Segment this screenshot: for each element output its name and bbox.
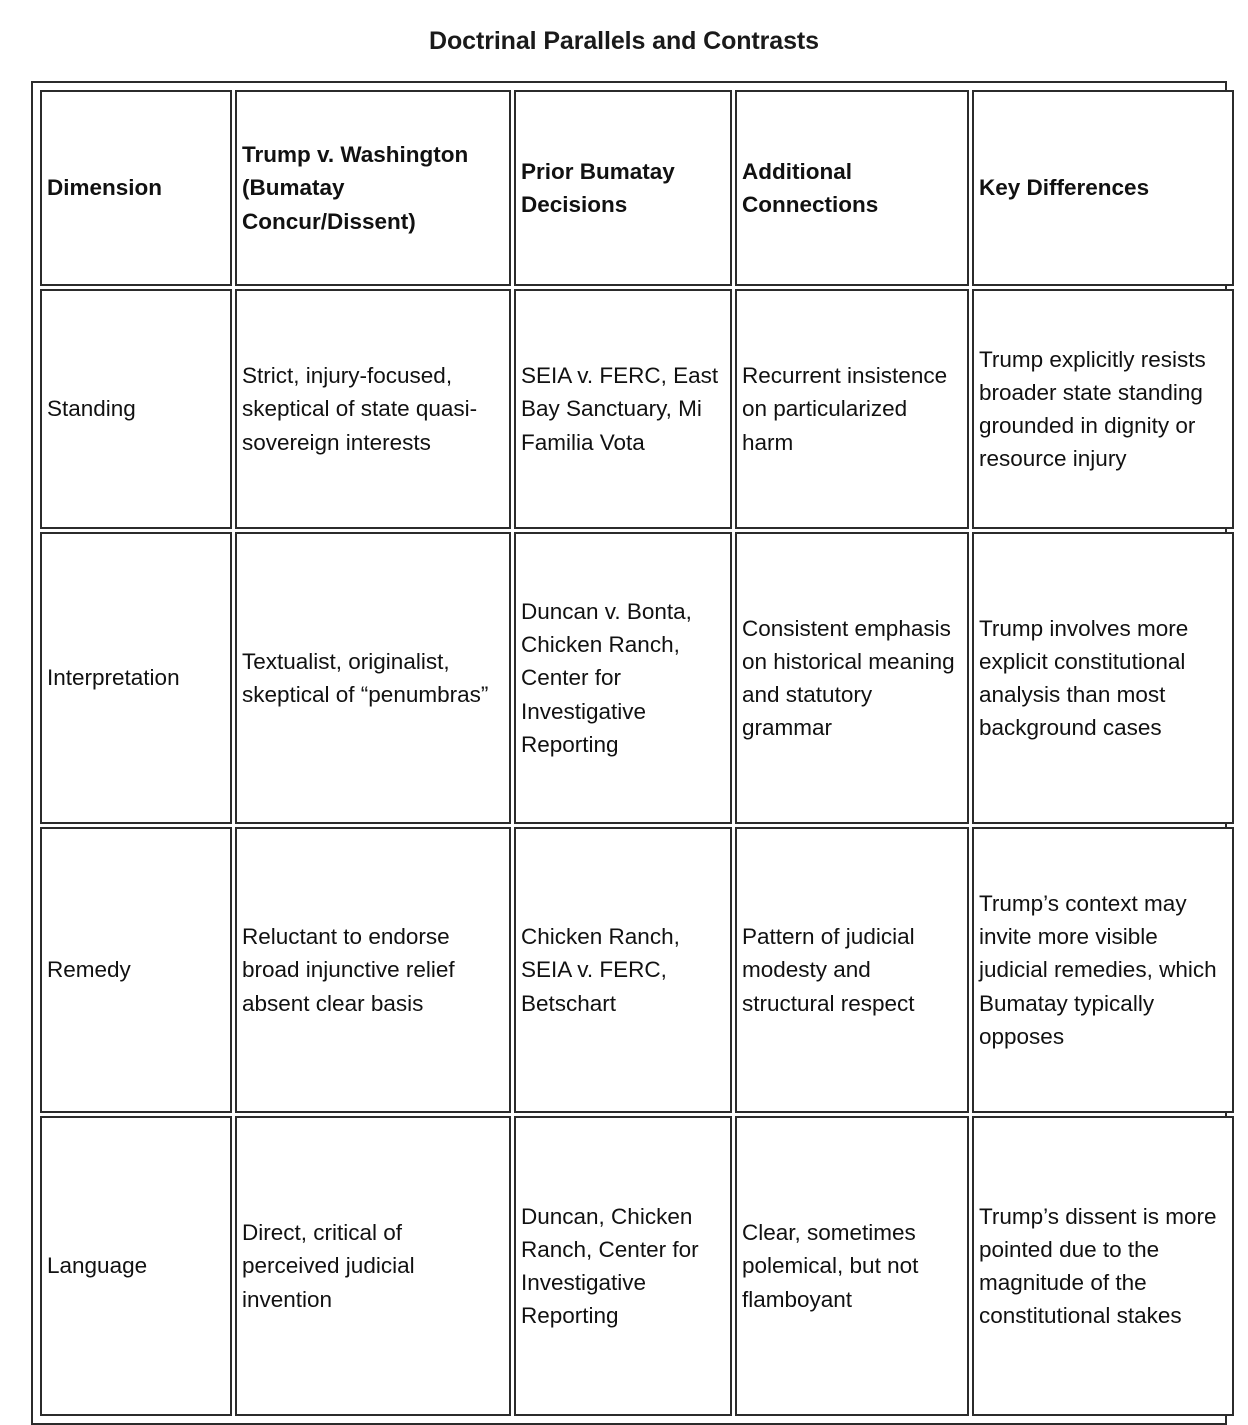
- cell-prior-bumatay-decisions-text: SEIA v. FERC, East Bay Sanctuary, Mi Fam…: [521, 363, 719, 455]
- comparison-table-container: Dimension Trump v. Washington (Bumatay C…: [31, 81, 1234, 1425]
- table-body: Standing Strict, injury-focused, skeptic…: [40, 289, 1234, 1416]
- column-header-trump-v-washington-label: Trump v. Washington (Bumatay Concur/Diss…: [242, 142, 469, 234]
- cell-dimension: Remedy: [40, 827, 232, 1113]
- cell-trump-v-washington-text: Direct, critical of perceived judicial i…: [242, 1220, 415, 1312]
- column-header-key-differences-label: Key Differences: [979, 175, 1150, 201]
- cell-trump-v-washington: Strict, injury-focused, skeptical of sta…: [235, 289, 511, 529]
- cell-prior-bumatay-decisions: Chicken Ranch, SEIA v. FERC, Betschart: [514, 827, 732, 1113]
- cell-dimension-text: Language: [47, 1253, 148, 1279]
- cell-trump-v-washington-text: Textualist, originalist, skeptical of “p…: [242, 648, 489, 707]
- cell-key-differences-text: Trump’s context may invite more visible …: [979, 891, 1217, 1049]
- table-row: Language Direct, critical of perceived j…: [40, 1116, 1234, 1416]
- cell-additional-connections: Clear, sometimes polemical, but not flam…: [735, 1116, 969, 1416]
- cell-prior-bumatay-decisions: Duncan, Chicken Ranch, Center for Invest…: [514, 1116, 732, 1416]
- cell-key-differences: Trump involves more explicit constitutio…: [972, 532, 1234, 824]
- cell-key-differences-text: Trump involves more explicit constitutio…: [979, 615, 1189, 741]
- column-header-key-differences: Key Differences: [972, 90, 1234, 286]
- cell-dimension: Standing: [40, 289, 232, 529]
- column-header-prior-bumatay-decisions-label: Prior Bumatay Decisions: [521, 158, 675, 217]
- cell-additional-connections: Pattern of judicial modesty and structur…: [735, 827, 969, 1113]
- table-row: Interpretation Textualist, originalist, …: [40, 532, 1234, 824]
- cell-trump-v-washington-text: Reluctant to endorse broad injunctive re…: [242, 924, 455, 1016]
- column-header-additional-connections-label: Additional Connections: [742, 158, 879, 217]
- cell-additional-connections-text: Recurrent insistence on particularized h…: [742, 363, 948, 455]
- cell-dimension-text: Standing: [47, 396, 136, 422]
- cell-key-differences: Trump’s context may invite more visible …: [972, 827, 1234, 1113]
- column-header-additional-connections: Additional Connections: [735, 90, 969, 286]
- cell-trump-v-washington-text: Strict, injury-focused, skeptical of sta…: [242, 363, 478, 455]
- table-header-row: Dimension Trump v. Washington (Bumatay C…: [40, 90, 1234, 286]
- cell-prior-bumatay-decisions-text: Duncan v. Bonta, Chicken Ranch, Center f…: [521, 599, 692, 757]
- cell-key-differences-text: Trump’s dissent is more pointed due to t…: [979, 1203, 1217, 1329]
- cell-prior-bumatay-decisions: SEIA v. FERC, East Bay Sanctuary, Mi Fam…: [514, 289, 732, 529]
- cell-dimension-text: Interpretation: [47, 665, 180, 691]
- cell-key-differences: Trump’s dissent is more pointed due to t…: [972, 1116, 1234, 1416]
- cell-dimension: Language: [40, 1116, 232, 1416]
- cell-key-differences-text: Trump explicitly resists broader state s…: [979, 346, 1206, 472]
- cell-additional-connections: Recurrent insistence on particularized h…: [735, 289, 969, 529]
- page-title: Doctrinal Parallels and Contrasts: [429, 27, 819, 55]
- cell-trump-v-washington: Textualist, originalist, skeptical of “p…: [235, 532, 511, 824]
- cell-additional-connections-text: Pattern of judicial modesty and structur…: [742, 924, 915, 1016]
- column-header-prior-bumatay-decisions: Prior Bumatay Decisions: [514, 90, 732, 286]
- table-header: Dimension Trump v. Washington (Bumatay C…: [40, 90, 1234, 286]
- cell-dimension: Interpretation: [40, 532, 232, 824]
- table-row: Remedy Reluctant to endorse broad injunc…: [40, 827, 1234, 1113]
- cell-additional-connections: Consistent emphasis on historical meanin…: [735, 532, 969, 824]
- cell-dimension-text: Remedy: [47, 957, 131, 983]
- column-header-dimension-label: Dimension: [47, 175, 163, 201]
- doctrinal-comparison-table: Dimension Trump v. Washington (Bumatay C…: [37, 87, 1237, 1419]
- column-header-trump-v-washington: Trump v. Washington (Bumatay Concur/Diss…: [235, 90, 511, 286]
- column-header-dimension: Dimension: [40, 90, 232, 286]
- cell-additional-connections-text: Consistent emphasis on historical meanin…: [742, 615, 955, 741]
- cell-trump-v-washington: Direct, critical of perceived judicial i…: [235, 1116, 511, 1416]
- cell-trump-v-washington: Reluctant to endorse broad injunctive re…: [235, 827, 511, 1113]
- cell-key-differences: Trump explicitly resists broader state s…: [972, 289, 1234, 529]
- cell-additional-connections-text: Clear, sometimes polemical, but not flam…: [742, 1220, 919, 1312]
- cell-prior-bumatay-decisions-text: Chicken Ranch, SEIA v. FERC, Betschart: [521, 924, 680, 1016]
- cell-prior-bumatay-decisions: Duncan v. Bonta, Chicken Ranch, Center f…: [514, 532, 732, 824]
- table-row: Standing Strict, injury-focused, skeptic…: [40, 289, 1234, 529]
- cell-prior-bumatay-decisions-text: Duncan, Chicken Ranch, Center for Invest…: [521, 1203, 699, 1329]
